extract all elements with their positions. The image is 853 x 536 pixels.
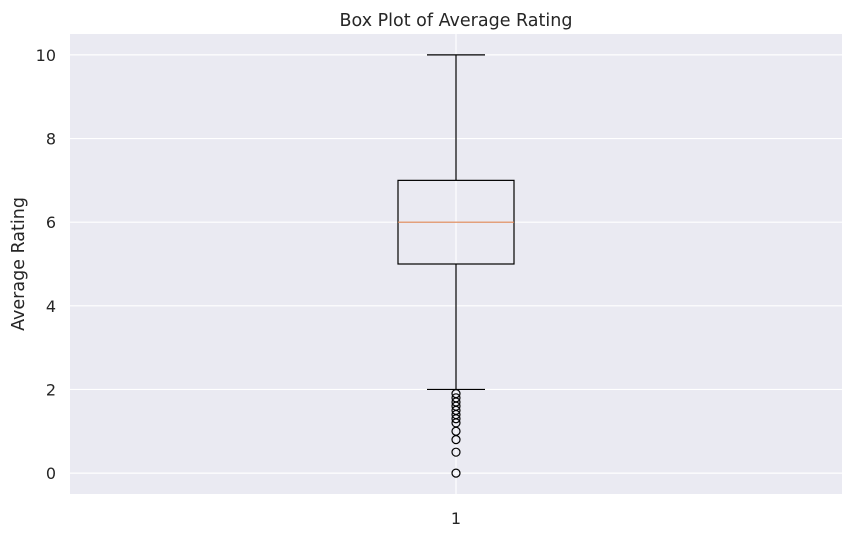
box-group: [397, 54, 515, 478]
box-plot-series: [397, 54, 515, 478]
y-tick-label: 2: [46, 380, 56, 399]
y-tick-label: 6: [46, 213, 56, 232]
y-tick-label: 0: [46, 464, 56, 483]
outlier-point: [451, 468, 461, 478]
y-tick-labels: 0 2 4 6 8 10: [36, 46, 56, 483]
outlier-point: [451, 435, 461, 445]
y-tick-label: 10: [36, 46, 56, 65]
chart-title: Box Plot of Average Rating: [340, 11, 573, 31]
x-tick-labels: 1: [451, 509, 461, 528]
outlier-point: [451, 447, 461, 457]
outlier-point: [451, 414, 461, 424]
x-tick-label: 1: [451, 509, 461, 528]
y-tick-label: 4: [46, 297, 56, 316]
y-axis-label: Average Rating: [9, 197, 29, 331]
y-tick-label: 8: [46, 130, 56, 149]
